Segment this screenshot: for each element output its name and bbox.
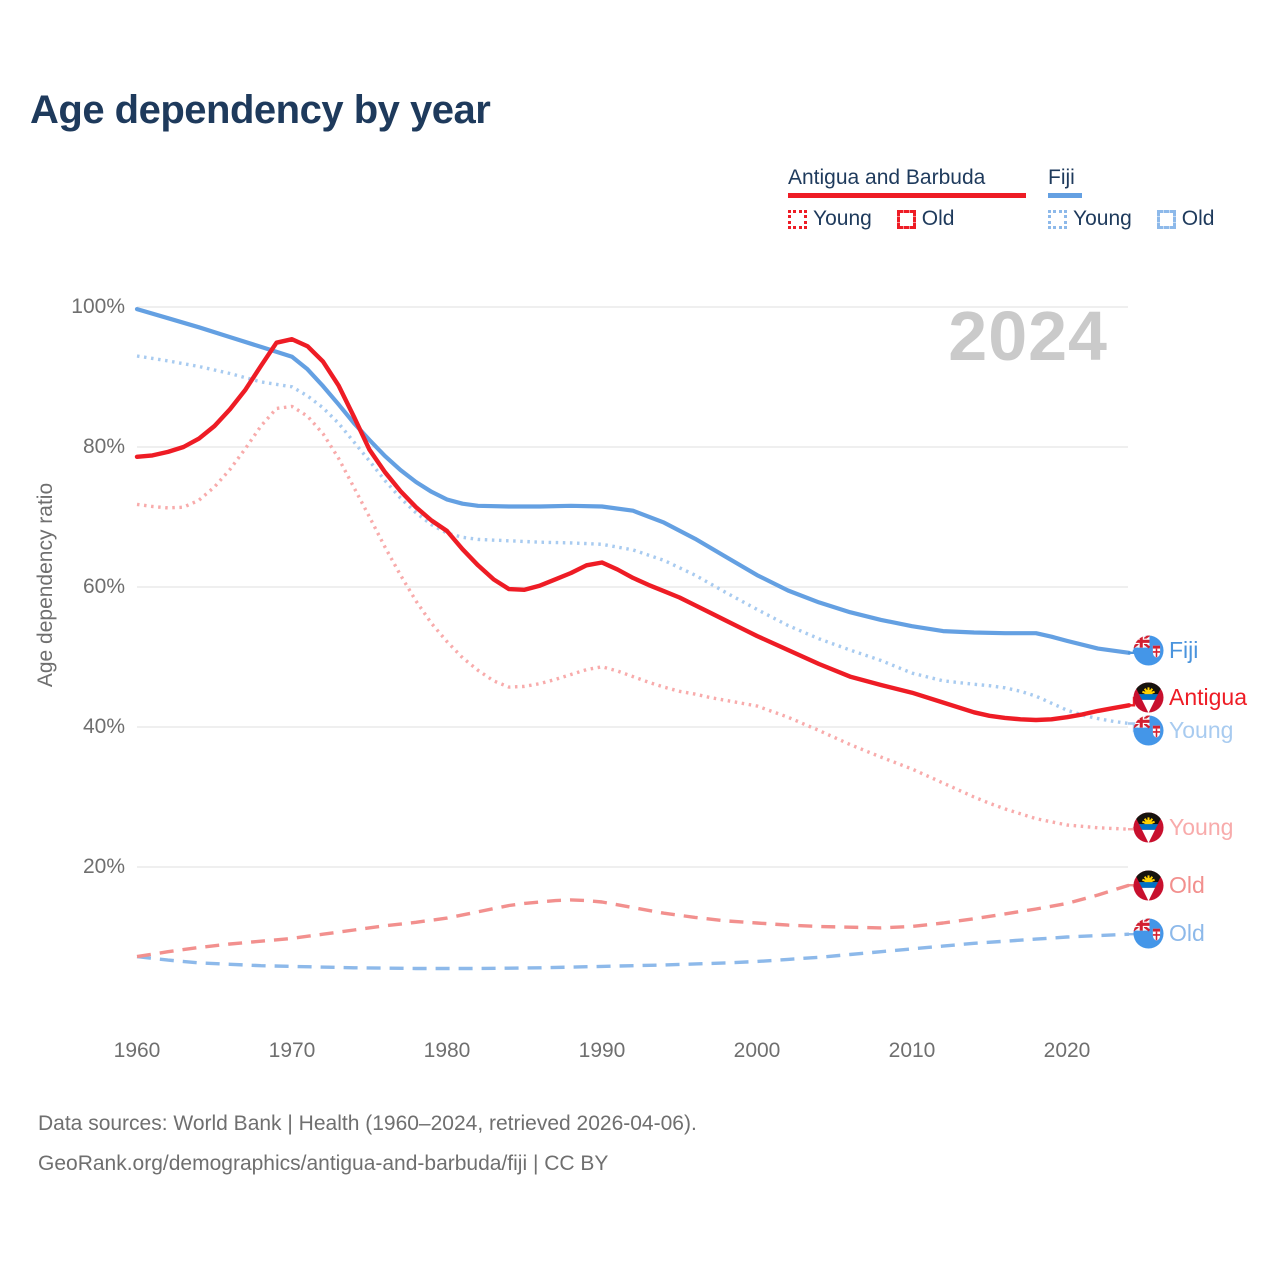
legend-item-fiji-young: Young <box>1048 207 1132 231</box>
flag-fiji-icon <box>1133 715 1164 746</box>
series-line-fiji-young <box>136 354 1130 726</box>
line-end-label-fiji-young: Young <box>1133 715 1233 746</box>
legend-item-label: Young <box>813 207 872 230</box>
data-sources-text: Data sources: World Bank | Health (1960–… <box>38 1112 697 1135</box>
series-line-antigua-and-barbuda-total <box>134 337 1132 723</box>
legend-row-fiji: Young Old <box>1048 207 1214 231</box>
y-tick-label: 20% <box>82 855 125 878</box>
line-end-label-fiji-fiji: Fiji <box>1133 635 1198 666</box>
flag-antigua-icon <box>1133 870 1164 901</box>
end-label-text: Old <box>1169 920 1205 946</box>
end-label-text: Antigua <box>1169 684 1248 710</box>
series-line-fiji-old <box>136 932 1130 971</box>
series-line-antigua-and-barbuda-old <box>136 883 1130 959</box>
y-axis-title: Age dependency ratio <box>34 482 57 688</box>
x-tick-label: 1960 <box>113 1039 161 1062</box>
series-line-antigua-and-barbuda-young <box>136 404 1130 831</box>
source-url-text: GeoRank.org/demographics/antigua-and-bar… <box>38 1152 609 1175</box>
flag-fiji-icon <box>1133 918 1164 949</box>
legend: Antigua and Barbuda Fiji Young Old Young… <box>0 0 1280 260</box>
dashed-line-swatch-icon <box>1156 209 1176 229</box>
legend-row-antigua: Young Old <box>788 207 954 231</box>
year-watermark: 2024 <box>948 297 1108 375</box>
legend-item-label: Young <box>1073 207 1132 230</box>
legend-item-antigua-young: Young <box>788 207 872 231</box>
y-tick-label: 100% <box>71 295 125 318</box>
flag-antigua-icon <box>1133 812 1164 843</box>
x-tick-label: 2020 <box>1043 1039 1091 1062</box>
footer-attribution: Data sources: World Bank | Health (1960–… <box>38 1104 697 1184</box>
x-tick-label: 1990 <box>578 1039 626 1062</box>
series-lines <box>134 307 1132 971</box>
dashed-line-swatch-icon <box>896 209 916 229</box>
line-end-label-fiji-old: Old <box>1133 918 1205 949</box>
dotted-line-swatch-icon <box>1048 209 1067 229</box>
legend-item-fiji-old: Old <box>1156 207 1215 231</box>
legend-item-antigua-old: Old <box>896 207 955 231</box>
x-tick-label: 1980 <box>423 1039 471 1062</box>
legend-country-antigua: Antigua and Barbuda <box>788 166 1026 198</box>
legend-item-label: Old <box>921 207 955 230</box>
gridlines <box>137 306 1128 868</box>
end-label-text: Old <box>1169 872 1205 898</box>
end-label-text: Fiji <box>1169 637 1199 663</box>
line-end-label-antigua-old: Old <box>1133 870 1205 901</box>
x-tick-label: 1970 <box>268 1039 316 1062</box>
y-tick-label: 40% <box>82 715 125 738</box>
line-end-label-antigua-antigua: Antigua <box>1133 682 1247 713</box>
legend-item-label: Old <box>1181 207 1215 230</box>
x-tick-label: 2010 <box>888 1039 936 1062</box>
flag-fiji-icon <box>1133 635 1164 666</box>
flag-antigua-icon <box>1133 682 1164 713</box>
dotted-line-swatch-icon <box>788 209 807 229</box>
end-label-text: Young <box>1169 814 1234 840</box>
series-line-fiji-total <box>134 307 1132 655</box>
chart-title: Age dependency by year <box>30 88 491 132</box>
x-tick-label: 2000 <box>733 1039 781 1062</box>
y-tick-label: 60% <box>82 575 125 598</box>
y-tick-label: 80% <box>82 435 125 458</box>
end-label-text: Young <box>1169 717 1234 743</box>
line-end-label-antigua-young: Young <box>1133 812 1233 843</box>
legend-country-fiji: Fiji <box>1048 166 1082 198</box>
